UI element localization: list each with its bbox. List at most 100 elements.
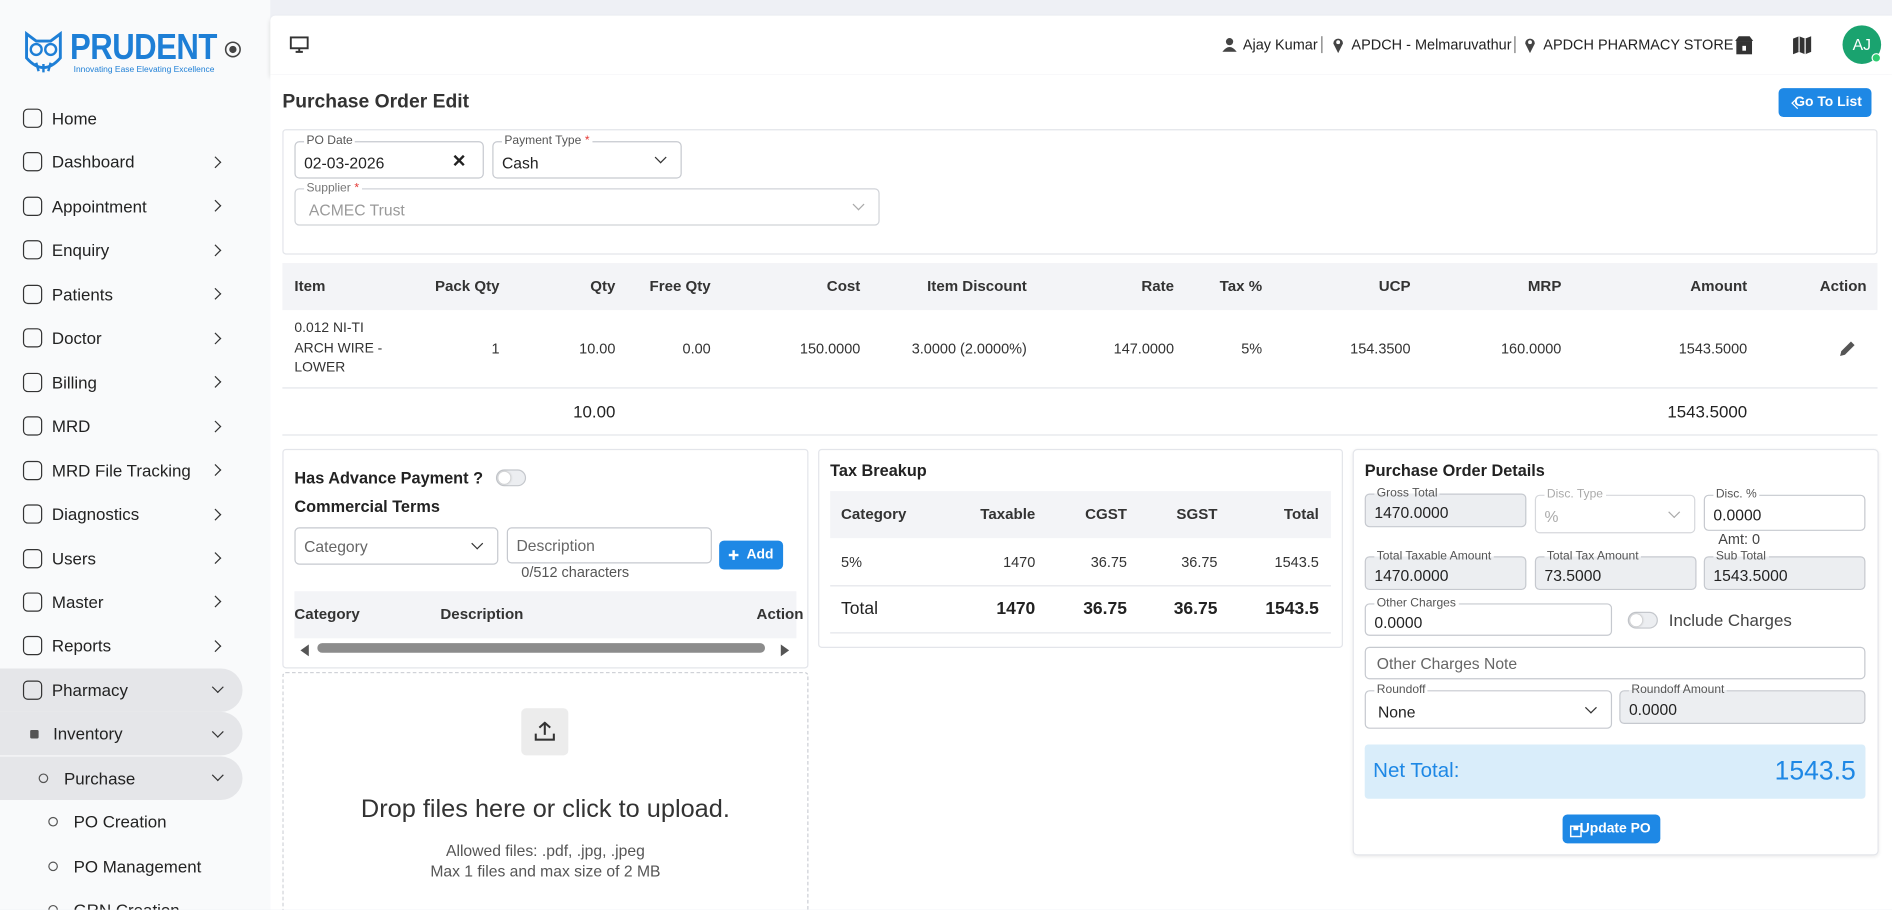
total-qty: 10.00 bbox=[573, 401, 616, 422]
icon-shape bbox=[534, 721, 555, 741]
nav-icon bbox=[22, 284, 43, 304]
upload-zone[interactable] bbox=[282, 672, 809, 910]
button[interactable] bbox=[1778, 88, 1872, 118]
icon-shape bbox=[29, 42, 43, 57]
nav-icon bbox=[22, 592, 43, 612]
required-mark: * bbox=[584, 134, 590, 148]
nav-label[interactable]: Inventory bbox=[53, 724, 123, 744]
field-label: Payment Type * bbox=[501, 134, 593, 148]
scrollbar-thumb[interactable] bbox=[317, 643, 766, 653]
table-header bbox=[830, 491, 1331, 539]
column-header: Rate bbox=[1141, 277, 1175, 295]
input-field[interactable] bbox=[294, 527, 499, 565]
nav-label[interactable]: Dashboard bbox=[51, 152, 135, 172]
icon-shape bbox=[289, 36, 309, 53]
nav-icon bbox=[48, 817, 58, 827]
icon-shape bbox=[1742, 45, 1746, 51]
icon-shape bbox=[780, 644, 790, 657]
field-label: Roundoff Amount bbox=[1628, 683, 1727, 697]
nav-label[interactable]: PO Creation bbox=[73, 812, 167, 832]
field-value: 73.5000 bbox=[1544, 566, 1602, 585]
nav-label[interactable]: Users bbox=[51, 548, 97, 568]
row-line bbox=[282, 387, 1878, 389]
column-header: Taxable bbox=[980, 505, 1036, 523]
column-header: Free Qty bbox=[649, 277, 711, 295]
field-label: Disc. % bbox=[1713, 488, 1760, 502]
section-title: Commercial Terms bbox=[294, 497, 440, 516]
column-header: MRP bbox=[1527, 277, 1562, 295]
nav-label[interactable]: GRN Creation bbox=[74, 900, 180, 910]
column-header: UCP bbox=[1378, 277, 1411, 295]
icon-shape bbox=[224, 41, 241, 58]
field-value: 0.0000 bbox=[1628, 700, 1677, 719]
button[interactable] bbox=[1562, 814, 1661, 844]
column-header: Amount bbox=[1690, 277, 1748, 295]
nav-icon bbox=[22, 636, 43, 656]
nav-label[interactable]: Purchase bbox=[63, 768, 136, 788]
nav-label[interactable]: PO Management bbox=[73, 856, 202, 876]
field-value: 1543.5000 bbox=[1713, 566, 1788, 585]
field-value: 1470.0000 bbox=[1374, 566, 1449, 585]
nav-label[interactable]: Appointment bbox=[51, 196, 147, 216]
nav-label[interactable]: Pharmacy bbox=[51, 680, 128, 700]
placeholder: Description bbox=[516, 536, 595, 555]
cell: 1543.5000 bbox=[1678, 340, 1748, 358]
field-value: 02-03-2026 bbox=[304, 153, 385, 172]
nav-label[interactable]: MRD File Tracking bbox=[51, 460, 191, 480]
field-label: PO Date bbox=[304, 134, 356, 148]
nav-icon bbox=[22, 416, 43, 436]
input-field[interactable] bbox=[506, 527, 712, 564]
icon-shape bbox=[538, 721, 551, 735]
store-icon bbox=[1734, 35, 1755, 56]
field-label: Sub Total bbox=[1713, 549, 1769, 563]
column-header: Item Discount bbox=[927, 277, 1027, 295]
field-value: None bbox=[1377, 702, 1416, 721]
total-cell: 1543.5 bbox=[1265, 599, 1319, 620]
nav-label[interactable]: Home bbox=[51, 108, 97, 128]
total-cell: 36.75 bbox=[1083, 599, 1127, 620]
icon-shape bbox=[1793, 36, 1812, 55]
input-field[interactable] bbox=[1364, 646, 1866, 680]
nav-label[interactable]: Doctor bbox=[51, 328, 102, 348]
card bbox=[282, 448, 809, 669]
item-name: 0.012 NI-TI ARCH WIRE - LOWER bbox=[294, 320, 383, 376]
nav-label[interactable]: Reports bbox=[51, 636, 112, 656]
nav-label[interactable]: Patients bbox=[51, 284, 113, 304]
row-line bbox=[282, 434, 1878, 436]
upload-hint: Max 1 files and max size of 2 MB bbox=[430, 862, 661, 881]
icon-shape bbox=[1222, 47, 1237, 52]
nav-icon bbox=[22, 240, 43, 260]
column-header: Item bbox=[294, 277, 326, 295]
nav-label[interactable]: Enquiry bbox=[51, 240, 110, 260]
nav-icon bbox=[48, 905, 58, 910]
icon-shape bbox=[35, 62, 52, 73]
nav-label[interactable]: Billing bbox=[51, 372, 97, 392]
icon-shape bbox=[229, 45, 237, 54]
input-field[interactable] bbox=[294, 188, 880, 226]
nav-label[interactable]: MRD bbox=[51, 416, 91, 436]
table-header bbox=[294, 591, 797, 639]
logo-icon bbox=[22, 27, 65, 75]
nav-icon bbox=[22, 328, 43, 348]
field-value: 0.0000 bbox=[1713, 506, 1762, 525]
char-count: 0/512 characters bbox=[521, 563, 630, 581]
toggle-label: Include Charges bbox=[1668, 610, 1792, 630]
toggle-knob bbox=[1630, 614, 1643, 627]
icon-shape bbox=[300, 644, 309, 657]
net-total-value: 1543.5 bbox=[1774, 755, 1856, 786]
column-header: Action bbox=[756, 605, 804, 623]
column-header: Action bbox=[1819, 277, 1867, 295]
nav-label[interactable]: Master bbox=[51, 592, 104, 612]
icon-shape bbox=[780, 644, 790, 657]
edit-icon[interactable] bbox=[1838, 339, 1857, 358]
icon-shape bbox=[1798, 36, 1806, 55]
cell: 36.75 bbox=[1090, 553, 1127, 571]
nav-label[interactable]: Diagnostics bbox=[51, 504, 140, 524]
required-mark: * bbox=[354, 181, 360, 195]
icon-shape bbox=[300, 644, 309, 657]
location: APDCH - Melmaruvathur bbox=[1351, 36, 1512, 54]
column-header: Cost bbox=[826, 277, 861, 295]
monitor-icon bbox=[289, 36, 309, 53]
